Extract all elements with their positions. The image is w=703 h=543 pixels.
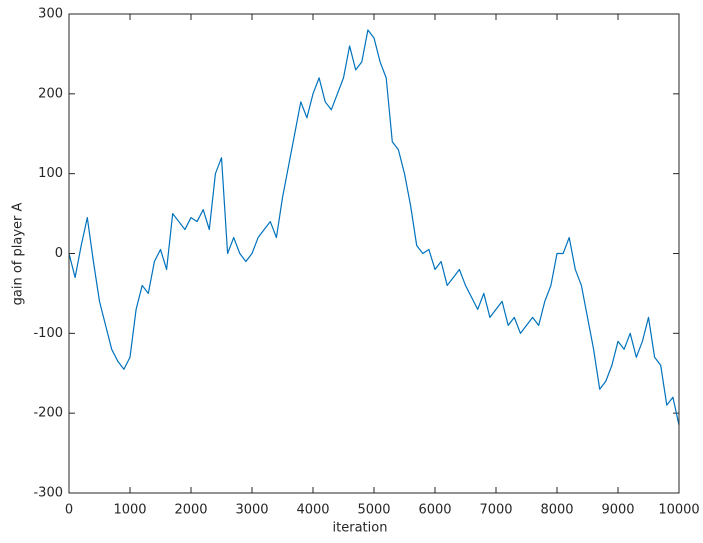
x-tick-label: 2000 xyxy=(174,503,207,518)
x-tick-label: 9000 xyxy=(601,503,634,518)
x-tick-label: 7000 xyxy=(479,503,512,518)
y-axis-label: gain of player A xyxy=(11,203,26,306)
y-tick-label: -300 xyxy=(33,486,63,501)
y-tick-label: 0 xyxy=(55,246,63,261)
y-tick-label: 100 xyxy=(38,166,63,181)
x-axis-label: iteration xyxy=(333,521,388,536)
y-tick-label: 300 xyxy=(38,7,63,22)
x-tick-label: 10000 xyxy=(658,503,699,518)
x-tick-label: 8000 xyxy=(540,503,573,518)
x-tick-label: 1000 xyxy=(113,503,146,518)
x-tick-label: 0 xyxy=(65,503,73,518)
axes-box xyxy=(68,13,680,494)
data-line xyxy=(68,29,680,426)
x-tick-label: 4000 xyxy=(296,503,329,518)
y-tick-label: 200 xyxy=(38,86,63,101)
x-tick-label: 3000 xyxy=(235,503,268,518)
x-tick-label: 6000 xyxy=(418,503,451,518)
y-tick-label: -100 xyxy=(33,326,63,341)
plot-area xyxy=(69,14,679,493)
x-tick-label: 5000 xyxy=(357,503,390,518)
y-tick-label: -200 xyxy=(33,406,63,421)
